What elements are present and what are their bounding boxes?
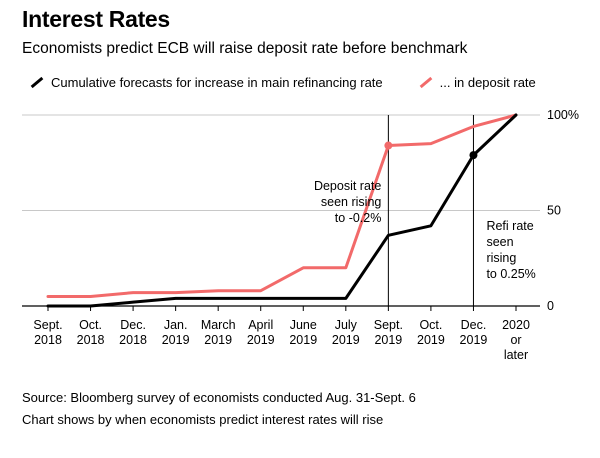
x-tick-label: 2018: [77, 333, 105, 347]
x-tick-label: 2019: [332, 333, 360, 347]
annotation-text-deposit: to -0.2%: [335, 211, 382, 225]
chart-title: Interest Rates: [22, 6, 170, 32]
x-tick-label: 2019: [247, 333, 275, 347]
series-line-deposit: [46, 113, 518, 298]
x-axis: Sept.2018Oct.2018Dec.2018Jan.2019March20…: [33, 306, 530, 362]
x-tick-label: 2019: [460, 333, 488, 347]
x-tick-label: Sept.: [33, 318, 62, 332]
x-tick-label: 2019: [374, 333, 402, 347]
annotation-text-refi: to 0.25%: [486, 267, 535, 281]
legend-label-refi: Cumulative forecasts for increase in mai…: [51, 75, 383, 90]
x-tick-label: 2019: [289, 333, 317, 347]
x-tick-label: Dec.: [461, 318, 487, 332]
annotation-text-refi: seen: [486, 235, 513, 249]
annotation-marker: [469, 151, 478, 160]
series-line-refi: [46, 113, 518, 308]
y-axis: 0 50 100%: [547, 108, 579, 313]
source-note: Source: Bloomberg survey of economists c…: [22, 390, 416, 405]
x-tick-label: March: [201, 318, 236, 332]
annotation-text-refi: Refi rate: [486, 219, 533, 233]
x-tick-label: 2020: [502, 318, 530, 332]
x-tick-label: 2018: [34, 333, 62, 347]
x-tick-label: Oct.: [79, 318, 102, 332]
series-lines: [46, 113, 518, 308]
legend-item-deposit: ... in deposit rate: [419, 75, 536, 90]
annotations: Deposit rate seen rising to -0.2% Refi rate…: [314, 179, 536, 281]
legend-item-refi: Cumulative forecasts for increase in mai…: [30, 75, 383, 90]
y-tick-label: 0: [547, 299, 554, 313]
x-tick-label: Sept.: [374, 318, 403, 332]
chart-subtitle: Economists predict ECB will raise deposi…: [22, 40, 468, 57]
x-tick-label: April: [248, 318, 273, 332]
x-tick-label: Oct.: [419, 318, 442, 332]
x-tick-label: 2019: [162, 333, 190, 347]
annotation-text-deposit: Deposit rate: [314, 179, 381, 193]
x-tick-label: 2019: [204, 333, 232, 347]
annotation-marker: [384, 141, 393, 150]
legend: Cumulative forecasts for increase in mai…: [30, 75, 536, 90]
x-tick-label: Jan.: [164, 318, 188, 332]
chart-note: Chart shows by when economists predict i…: [22, 412, 384, 427]
x-tick-label: or: [510, 333, 521, 347]
gridlines: [22, 114, 540, 307]
annotation-text-deposit: seen rising: [321, 195, 381, 209]
annotation-text-refi: rising: [486, 251, 516, 265]
y-tick-label: 100%: [547, 108, 579, 122]
x-tick-label: 2018: [119, 333, 147, 347]
x-tick-label: June: [290, 318, 317, 332]
x-tick-label: 2019: [417, 333, 445, 347]
legend-label-deposit: ... in deposit rate: [439, 75, 536, 90]
x-tick-label: later: [504, 348, 528, 362]
annotation-markers: [384, 141, 478, 160]
y-tick-label: 50: [547, 204, 561, 218]
x-tick-label: Dec.: [120, 318, 146, 332]
x-tick-label: July: [335, 318, 358, 332]
